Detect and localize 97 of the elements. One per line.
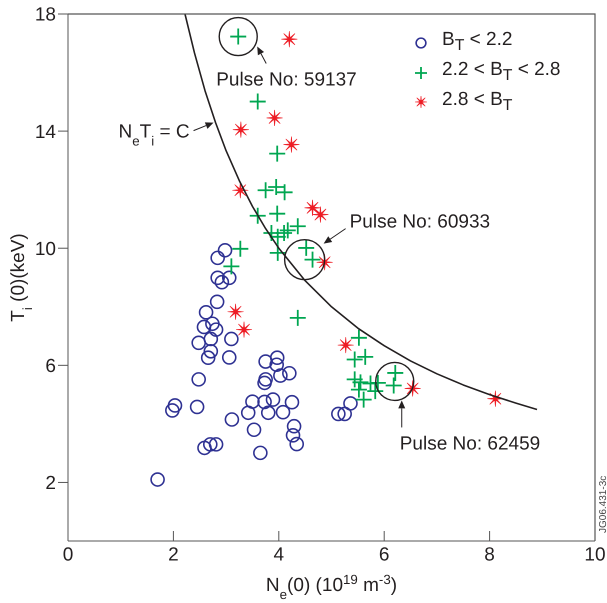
x-tick-label: 8 — [484, 544, 495, 566]
point — [346, 370, 364, 388]
point — [268, 204, 286, 223]
point — [222, 270, 237, 286]
point — [256, 181, 275, 200]
point — [202, 437, 218, 452]
point — [224, 332, 239, 346]
point — [150, 472, 165, 487]
point — [231, 240, 250, 258]
point — [258, 372, 273, 387]
point — [337, 336, 354, 354]
point — [346, 350, 364, 368]
legend-label: 2.2 < B$_{T}$ < 2.8 — [442, 58, 560, 86]
annotation: Pulse No: 59137 — [216, 70, 357, 91]
point — [222, 350, 237, 365]
point — [273, 368, 288, 383]
point — [331, 406, 346, 422]
point — [356, 348, 374, 366]
point — [227, 303, 244, 320]
point — [269, 357, 284, 372]
point — [198, 305, 214, 320]
text: JG06.431-3c — [598, 476, 607, 533]
point — [257, 376, 272, 390]
y-tick-label: 10 — [34, 238, 56, 260]
point — [288, 217, 307, 236]
point — [304, 200, 321, 216]
point — [270, 350, 285, 366]
point — [196, 320, 212, 334]
point — [248, 92, 267, 110]
point — [200, 350, 216, 366]
point — [208, 437, 224, 452]
y-tick-label: 6 — [45, 356, 56, 378]
legend-label: B$_{T}$ < 2.2 — [442, 28, 512, 56]
point — [258, 354, 273, 369]
legend-label: 2.8 < B$_{T}$ — [442, 88, 512, 116]
point — [210, 250, 225, 266]
point — [248, 206, 267, 225]
point — [266, 110, 283, 126]
point — [312, 206, 329, 223]
point — [197, 440, 212, 456]
point — [281, 30, 298, 48]
point — [204, 344, 218, 359]
y-tick-label: 18 — [34, 4, 56, 26]
point — [368, 374, 387, 392]
x-tick-label: 0 — [62, 544, 74, 566]
point — [245, 394, 260, 409]
point — [268, 144, 286, 163]
x-axis-title: N$_{e}$(0) (10$^{19}$ m$^{-3}$) — [266, 572, 398, 602]
point — [268, 244, 287, 262]
point — [210, 270, 225, 286]
annotation: Pulse No: 62459 — [400, 433, 540, 454]
point — [191, 335, 206, 350]
point — [232, 121, 250, 138]
point — [282, 366, 297, 381]
annotation: N$_{e}$T$_{i}$ = C — [118, 122, 190, 148]
x-tick-label: 2 — [168, 544, 179, 566]
point — [288, 309, 307, 327]
point — [204, 332, 218, 346]
point — [218, 242, 232, 258]
point — [260, 405, 276, 420]
point — [214, 274, 230, 290]
point — [210, 294, 224, 310]
y-tick-label: 2 — [45, 473, 56, 494]
point — [191, 372, 206, 387]
point — [253, 446, 268, 460]
point — [354, 390, 373, 408]
x-tick-label: 4 — [274, 544, 285, 566]
point — [278, 221, 297, 240]
x-tick-label: 10 — [584, 544, 606, 566]
point — [224, 412, 240, 427]
x-tick-label: 6 — [378, 544, 390, 566]
annotation: Pulse No: 60933 — [350, 212, 490, 233]
point — [232, 182, 249, 199]
point — [246, 422, 262, 438]
point — [236, 321, 252, 338]
point — [205, 316, 220, 332]
point — [208, 322, 224, 337]
point — [222, 257, 240, 276]
point — [190, 400, 204, 414]
point — [343, 396, 358, 411]
point — [350, 328, 368, 347]
point — [168, 398, 182, 413]
point — [283, 136, 300, 153]
point — [289, 436, 304, 452]
point — [297, 239, 316, 257]
point — [337, 406, 352, 422]
y-tick-label: 14 — [34, 122, 56, 143]
point — [286, 428, 300, 443]
point — [276, 404, 290, 420]
point — [268, 228, 287, 246]
point — [284, 394, 300, 410]
point — [266, 392, 280, 407]
point — [240, 405, 256, 420]
point — [165, 403, 180, 418]
point — [286, 418, 302, 434]
point — [257, 394, 272, 410]
point — [262, 224, 280, 242]
